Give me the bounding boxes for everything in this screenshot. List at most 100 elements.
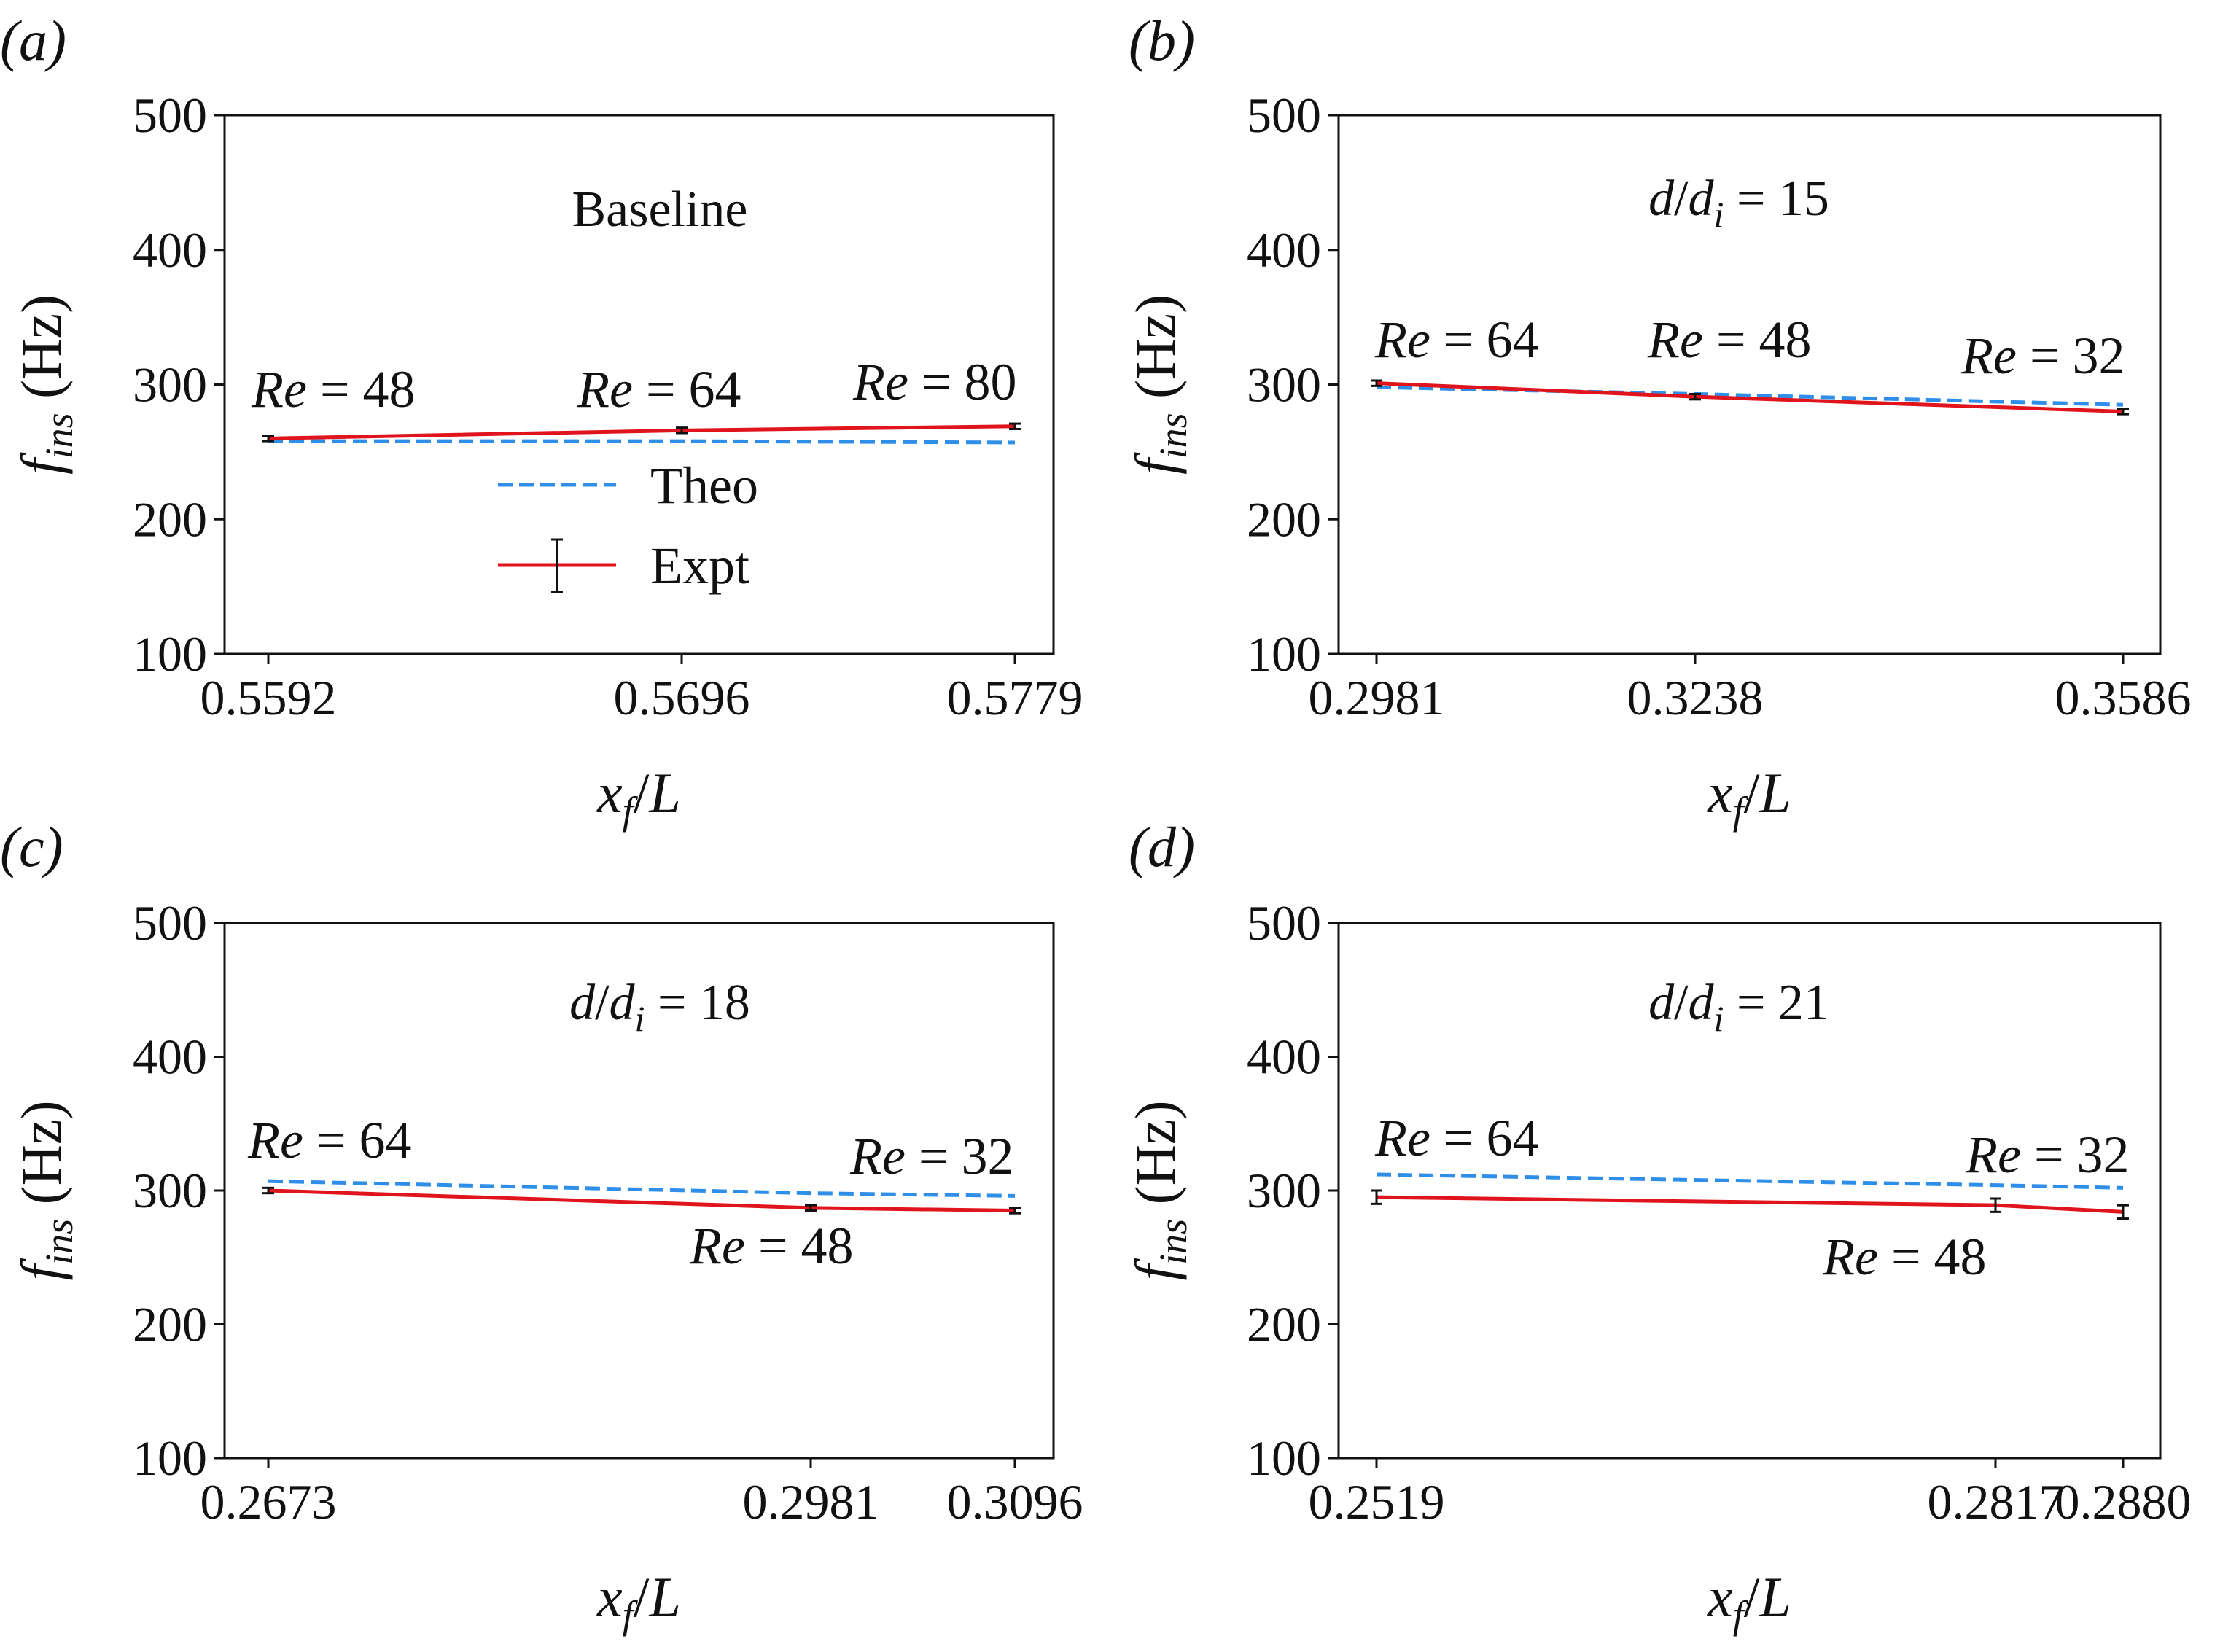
error-bar [1371, 379, 1382, 387]
y-tick-label: 100 [1247, 1430, 1321, 1486]
error-bar [1009, 1207, 1021, 1215]
x-tick-label: 0.2817 [1928, 1474, 2064, 1530]
annotation-value: = 64 [1430, 1109, 1539, 1167]
x-axis-label: xf/L [1707, 1565, 1791, 1637]
title-slash: / [595, 975, 610, 1031]
annotation-re: Re [849, 1127, 906, 1185]
panel-title: Baseline [572, 182, 747, 238]
x-tick-label: 0.5779 [947, 670, 1083, 725]
annotation-value: = 80 [908, 353, 1017, 411]
annotation-re: Re [247, 1111, 303, 1169]
annotation-value: = 48 [307, 360, 416, 418]
annotation-value: = 64 [303, 1111, 412, 1169]
y-tick-label: 500 [1247, 87, 1321, 143]
annotation-re: Re [251, 360, 307, 418]
y-tick-label: 300 [1247, 357, 1321, 413]
series-line-theo [268, 439, 1016, 445]
error-bar [262, 1186, 274, 1195]
reynolds-annotation: Re = 32 [849, 1127, 1014, 1185]
error-bar [1371, 1189, 1382, 1205]
x-tick-label: 0.2981 [743, 1474, 879, 1530]
annotation-value: = 48 [745, 1217, 854, 1275]
reynolds-annotation: Re = 32 [1965, 1126, 2130, 1184]
legend-label-theo: Theo [650, 456, 758, 515]
series-line-expt [268, 424, 1016, 440]
y-tick-label: 200 [1247, 1297, 1321, 1352]
legend-label-expt: Expt [650, 537, 749, 595]
y-tick-label: 100 [133, 1430, 207, 1486]
error-bar [2117, 408, 2129, 416]
error-bar [262, 435, 274, 443]
y-tick-label: 300 [1247, 1163, 1321, 1218]
y-tick-label: 300 [133, 357, 207, 413]
title-sub: i [635, 998, 645, 1039]
y-axis-label: fins (Hz) [9, 1100, 81, 1280]
error-bar [805, 1204, 817, 1212]
x-tick-label: 0.3238 [1627, 670, 1764, 725]
annotation-re: Re [577, 360, 633, 418]
y-tick-label: 200 [133, 1297, 207, 1352]
series-line-theo [1376, 385, 2124, 407]
y-axis-label: fins (Hz) [1124, 295, 1195, 475]
y-tick-label: 500 [133, 895, 207, 951]
reynolds-annotation: Re = 80 [852, 353, 1017, 411]
title-d: d [1648, 171, 1675, 227]
panel-label: (a) [0, 9, 66, 72]
error-bar [2117, 1204, 2129, 1220]
y-axis-label: fins (Hz) [1124, 1100, 1195, 1280]
series-line-expt [1376, 381, 2124, 413]
x-tick-label: 0.3096 [947, 1474, 1083, 1530]
y-tick-label: 200 [1247, 491, 1321, 547]
series-line-expt [1376, 1195, 2124, 1214]
error-bar [1990, 1197, 2001, 1213]
panel-title: d/di = 15 [1648, 171, 1829, 235]
annotation-re: Re [1822, 1228, 1878, 1286]
series-line-theo [1376, 1172, 2124, 1190]
x-tick-label: 0.2981 [1309, 670, 1445, 725]
x-axis-label: xf/L [596, 761, 681, 833]
error-bar [1689, 392, 1701, 401]
title-di: d [610, 975, 636, 1031]
panel-title: d/di = 21 [1648, 975, 1829, 1039]
chart-panel-2: 100 200 300 400 500 0.2981 0.3238 0.3586 xf/L fin… [1124, 9, 2192, 833]
annotation-re: Re [1647, 311, 1703, 369]
title-sub: i [1714, 194, 1724, 235]
y-axis-label: fins (Hz) [9, 295, 81, 475]
annotation-re: Re [1960, 327, 2017, 385]
chart-panel-1: 100 200 300 400 500 0.5592 0.5696 0.5779 xf/L fin… [0, 9, 1083, 833]
annotation-value: = 48 [1878, 1228, 1987, 1286]
panel-label: (c) [0, 815, 63, 878]
series-line-theo [268, 1179, 1016, 1198]
y-tick-label: 200 [133, 491, 207, 547]
y-tick-label: 500 [133, 87, 207, 143]
y-tick-label: 100 [133, 626, 207, 682]
title-d: d [1648, 975, 1675, 1031]
title-slash: / [1674, 171, 1689, 227]
annotation-value: = 48 [1703, 311, 1812, 369]
title-di: d [1689, 975, 1715, 1031]
x-tick-label: 0.2519 [1309, 1474, 1445, 1530]
error-bar [676, 426, 688, 435]
annotation-value: = 64 [633, 360, 741, 418]
annotation-re: Re [1965, 1126, 2021, 1184]
reynolds-annotation: Re = 48 [1647, 311, 1812, 369]
y-tick-label: 100 [1247, 626, 1321, 682]
annotation-value: = 32 [906, 1127, 1014, 1185]
annotation-value: = 32 [2021, 1126, 2130, 1184]
error-bar [1009, 422, 1021, 430]
panel-label: (b) [1129, 9, 1195, 72]
title-value: = 21 [1724, 975, 1829, 1031]
x-tick-label: 0.2880 [2055, 1474, 2192, 1530]
panel-title: d/di = 18 [569, 975, 750, 1039]
legend: Theo Expt [498, 456, 758, 595]
reynolds-annotation: Re = 48 [251, 360, 416, 418]
title-value: = 15 [1724, 171, 1829, 227]
title-di: d [1689, 171, 1715, 227]
x-tick-label: 0.3586 [2055, 670, 2192, 725]
y-tick-label: 400 [1247, 1029, 1321, 1085]
y-tick-label: 500 [1247, 895, 1321, 951]
reynolds-annotation: Re = 64 [1374, 311, 1539, 369]
y-tick-label: 400 [133, 1029, 207, 1085]
x-axis-label: xf/L [596, 1565, 681, 1637]
y-tick-label: 400 [1247, 222, 1321, 278]
